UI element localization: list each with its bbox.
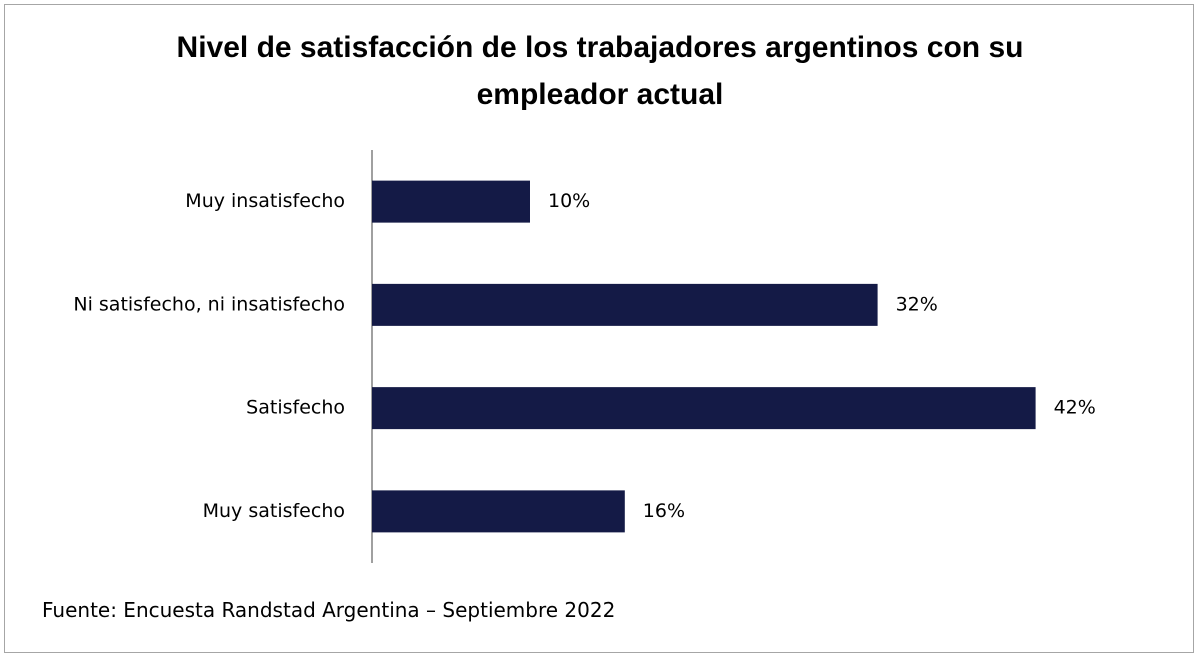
chart-title: Nivel de satisfacción de los trabajadore… <box>176 31 1024 111</box>
category-label: Ni satisfecho, ni insatisfecho <box>73 293 345 315</box>
value-label: 32% <box>896 293 938 315</box>
category-label: Satisfecho <box>246 397 345 419</box>
chart-frame <box>4 4 1194 653</box>
bar <box>372 180 530 223</box>
value-label: 10% <box>548 190 590 212</box>
value-label: 42% <box>1054 397 1096 419</box>
bar <box>372 490 625 533</box>
value-label: 16% <box>643 500 685 522</box>
category-label: Muy insatisfecho <box>185 190 345 212</box>
source-note: Fuente: Encuesta Randstad Argentina – Se… <box>42 598 616 622</box>
bar <box>372 283 878 326</box>
bar <box>372 387 1036 430</box>
category-label: Muy satisfecho <box>203 500 345 522</box>
